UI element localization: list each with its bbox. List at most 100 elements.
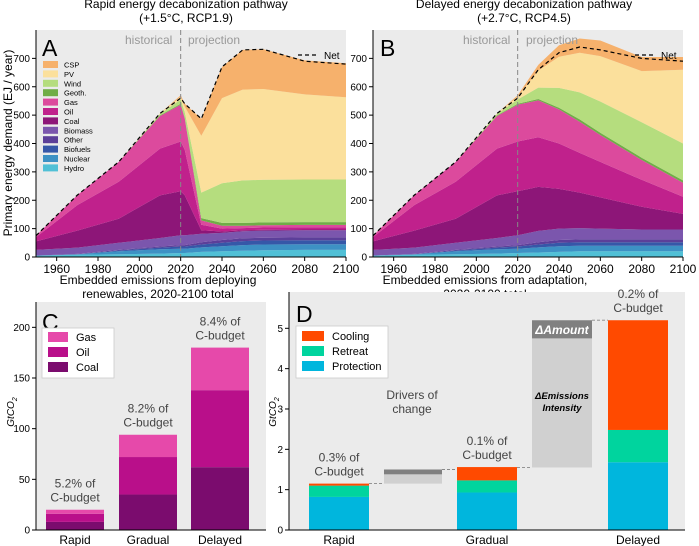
pB-area-gas <box>373 100 683 238</box>
pB-area-wind <box>373 87 683 236</box>
panel-a-title: Rapid energy decabonization pathway <box>84 0 287 11</box>
pB-area-other <box>373 239 683 256</box>
panel-d-title: Embedded emissions from adaptation, <box>383 273 588 287</box>
pC-legend-swatch-oil <box>48 347 68 357</box>
pA-xtick-label: 1980 <box>85 262 112 276</box>
panel-d-ylabel-sub: 2 <box>274 397 281 402</box>
pA-legend-swatch-hydro <box>43 164 58 172</box>
pA-legend-label-wind: Wind <box>64 79 81 88</box>
pA-legend-swatch-pv <box>43 70 58 78</box>
pD-bar-rapid-cooling <box>309 483 369 486</box>
pA-area-oil <box>36 141 346 242</box>
pA-legend-swatch-nuclear <box>43 155 58 162</box>
panel-c-title: Embedded emissions from deploying <box>60 273 257 287</box>
pB-xtick-label: 1960 <box>380 262 407 276</box>
panel-a-net-legend-label: Net <box>324 51 340 62</box>
pC-bar-gradual-gas <box>119 434 177 458</box>
pA-area-hydro <box>36 249 346 257</box>
pA-ytick-label: 0 <box>24 253 30 264</box>
pD-bar-rapid-retreat <box>309 485 369 497</box>
pB-xtick-label: 2020 <box>504 262 531 276</box>
pC-ytick-label: 200 <box>13 323 30 334</box>
pB-xtick-label: 2000 <box>463 262 490 276</box>
pA-ytick-label: 500 <box>13 111 30 122</box>
pD-delta-intensity-line1: ΔEmissions <box>534 391 589 402</box>
pC-ytick-label: 0 <box>24 526 30 537</box>
panel-a-ylabel: Primary energy demand (EJ / year) <box>1 50 15 237</box>
pD-xtick-label-rapid: Rapid <box>323 533 354 546</box>
pC-xtick-label-gradual: Gradual <box>127 533 170 546</box>
panel-a-letter: A <box>42 35 58 61</box>
panel-a-areas <box>36 49 346 257</box>
pC-bar-gradual-oil <box>119 457 177 495</box>
pD-legend-swatch-retreat <box>302 346 324 356</box>
pA-ytick-label: 100 <box>13 224 30 235</box>
pA-area-coal <box>36 191 346 250</box>
pB-ytick-label: 100 <box>350 224 367 235</box>
pC-xtick-label-rapid: Rapid <box>59 533 90 546</box>
pA-legend-label-other: Other <box>64 136 83 145</box>
pB-area-pv <box>373 52 683 236</box>
pD-delta-amount-label: ΔAmount <box>534 323 589 337</box>
pB-ytick-label: 700 <box>350 54 367 65</box>
pD-ytick-label: 3 <box>277 404 283 415</box>
pA-legend-swatch-coal <box>43 117 58 125</box>
panel-d-drivers-line2: change <box>392 402 432 416</box>
pC-ytick-label: 150 <box>13 374 30 385</box>
pD-waterfall-big-amount <box>532 320 592 339</box>
panel-b-title: Delayed energy decabonization pathway <box>416 0 632 11</box>
pA-legend-swatch-oil <box>43 108 58 115</box>
pB-area-oil <box>373 137 683 242</box>
pC-bar-rapid-gas <box>46 509 104 514</box>
pD-ytick-label: 1 <box>277 485 283 496</box>
panel-b-projection-label: projection <box>526 33 578 47</box>
pD-delta-intensity-line2: Intensity <box>542 403 582 414</box>
pA-area-other <box>36 237 346 256</box>
panel-b: Delayed energy decabonization pathway (+… <box>350 0 696 276</box>
panel-d-letter: D <box>296 301 313 327</box>
pC-bar-delayed-coal <box>191 467 249 530</box>
pB-area-nuclear <box>373 245 683 256</box>
panel-b-areas <box>373 38 683 257</box>
pA-xtick-label: 2040 <box>209 262 236 276</box>
pD-bar-delayed-protection <box>608 462 668 530</box>
pD-ytick-label: 4 <box>277 364 283 375</box>
pB-ytick-label: 500 <box>350 111 367 122</box>
pB-xtick-label: 1980 <box>422 262 449 276</box>
pD-legend-swatch-protection <box>302 361 324 371</box>
pA-legend-swatch-gas <box>43 98 58 106</box>
pD-annotation-delayed-line1: 0.2% of <box>618 287 659 301</box>
pA-legend-label-pv: PV <box>64 70 74 79</box>
pA-ytick-label: 400 <box>13 139 30 150</box>
pC-xtick-label-delayed: Delayed <box>198 533 242 546</box>
pC-legend-label-coal: Coal <box>76 362 99 374</box>
pB-area-biofuels <box>373 242 683 256</box>
panel-a-axes: 1960 1980 2000 2020 2040 2060 2080 2100 0 100 200 3… <box>13 30 360 276</box>
pB-ytick-label: 200 <box>350 196 367 207</box>
pA-legend-swatch-biofuels <box>43 145 58 153</box>
pB-area-csp <box>373 38 683 236</box>
panel-d-axes: Rapid Gradual Delayed 0 1 2 3 4 5 <box>277 292 685 546</box>
pC-annotation-delayed-line2: C-budget <box>195 329 245 343</box>
pC-ytick-label: 100 <box>13 424 30 435</box>
pD-waterfall-small-intensity <box>384 474 442 484</box>
panel-a: Rapid energy decabonization pathway (+1.… <box>1 0 360 276</box>
pA-legend-swatch-biomass <box>43 126 58 134</box>
pC-legend-label-oil: Oil <box>76 347 89 359</box>
pD-annotation-delayed-line2: C-budget <box>613 301 663 315</box>
pD-waterfall-big-intensity <box>532 338 592 468</box>
pB-ytick-label: 600 <box>350 82 367 93</box>
pA-area-biomass <box>36 230 346 256</box>
panel-a-subtitle: (+1.5°C, RCP1.9) <box>139 11 233 25</box>
pB-xtick-label: 2100 <box>670 262 697 276</box>
pB-area-coal <box>373 186 683 250</box>
pA-area-biofuels <box>36 240 346 256</box>
pA-legend-label-nuclear: Nuclear <box>64 155 90 164</box>
pD-bar-gradual-cooling <box>457 467 517 481</box>
pD-annotation-rapid-line1: 0.3% of <box>319 451 360 465</box>
panel-b-net-legend-label: Net <box>661 51 677 62</box>
panel-d-ylabel: GtCO2 <box>268 397 281 427</box>
pA-xtick-label: 2100 <box>333 262 360 276</box>
